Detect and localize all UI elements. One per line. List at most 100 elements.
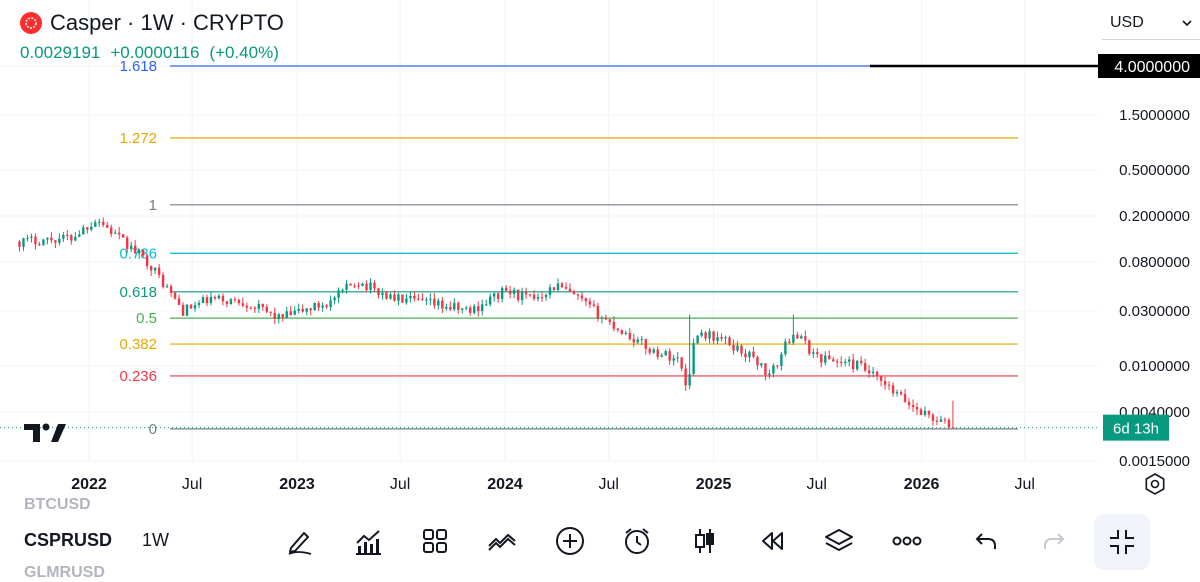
- more-button[interactable]: [887, 521, 927, 561]
- layers-button[interactable]: [819, 521, 859, 561]
- candle-body: [911, 405, 915, 408]
- candle-body: [847, 359, 851, 362]
- symbol-list-next[interactable]: GLMRUSD: [24, 564, 105, 581]
- candle-body: [441, 300, 444, 309]
- candle-body: [249, 307, 253, 309]
- symbol-list-prev[interactable]: BTCUSD: [24, 496, 91, 513]
- redo-icon: [1044, 533, 1065, 549]
- interval-button[interactable]: 1W: [142, 530, 169, 550]
- redo-button[interactable]: [1034, 521, 1074, 561]
- templates-button[interactable]: [415, 521, 455, 561]
- candle-body: [796, 334, 799, 339]
- layers-icon: [825, 529, 853, 551]
- price-quote: 0.0029191 +0.0000116 (+0.40%): [20, 43, 279, 63]
- candle-body: [580, 295, 584, 299]
- symbol-button[interactable]: CSPRUSD: [24, 530, 113, 550]
- candle-body: [405, 298, 408, 303]
- candle-body: [325, 305, 328, 307]
- candle-body: [636, 339, 639, 343]
- candle-body: [875, 371, 879, 377]
- candle-body: [114, 232, 117, 234]
- candle-body: [736, 345, 739, 351]
- fib-level-label: 0.236: [119, 368, 157, 385]
- candle-body: [588, 301, 592, 305]
- candle-body: [899, 392, 903, 395]
- candle-body: [341, 289, 344, 291]
- candle-body: [38, 244, 41, 246]
- alert-button[interactable]: [617, 521, 657, 561]
- candle-body: [30, 236, 33, 238]
- price-chart[interactable]: 1.618 1.272 1 0.786 0.618 0.5 0.382 0.236 0 1.500…: [0, 0, 1200, 502]
- add-button[interactable]: [550, 521, 590, 561]
- candle-body: [660, 355, 663, 357]
- chart-title-bar[interactable]: Casper · 1W · CRYPTO: [20, 10, 284, 36]
- candle-body: [512, 289, 516, 294]
- candle-body: [684, 368, 687, 386]
- candle-body: [457, 302, 460, 310]
- candle-body: [481, 304, 484, 311]
- candle-body: [903, 394, 907, 402]
- candle-body: [836, 361, 839, 363]
- candle-body: [42, 239, 45, 246]
- candle-body: [748, 351, 751, 358]
- candle-body: [253, 307, 257, 309]
- candle-body: [421, 298, 424, 300]
- candle-body: [840, 361, 843, 363]
- candle-body: [50, 237, 53, 241]
- candle-body: [744, 353, 747, 358]
- candle-body: [708, 331, 711, 339]
- candle-body: [772, 365, 775, 374]
- candle-body: [401, 294, 404, 303]
- candle-body: [696, 335, 699, 344]
- candle-body: [349, 283, 352, 286]
- time-axis-label: 2023: [279, 476, 315, 493]
- candle-body: [951, 427, 955, 429]
- candle-body: [281, 314, 284, 318]
- candle-body: [121, 234, 125, 238]
- undo-icon: [975, 533, 996, 549]
- candle-body: [935, 420, 939, 422]
- currency-select[interactable]: USD: [1102, 6, 1200, 40]
- candle-body: [524, 292, 528, 295]
- candle-body: [688, 374, 691, 386]
- candle-body: [417, 298, 420, 300]
- templates-grid-icon: [423, 529, 447, 553]
- fullscreen-button[interactable]: [1094, 514, 1150, 570]
- candle-body: [572, 291, 576, 295]
- settings-icon[interactable]: [1142, 471, 1168, 497]
- candle-body: [409, 295, 412, 299]
- chart-type-button[interactable]: [685, 521, 725, 561]
- candle-body: [333, 297, 336, 301]
- candle-body: [640, 339, 643, 341]
- candle-body: [377, 288, 380, 295]
- candle-body: [740, 345, 743, 354]
- candle-body: [800, 336, 803, 339]
- candle-body: [205, 297, 209, 304]
- candle-body: [309, 308, 312, 311]
- candle-body: [891, 385, 895, 394]
- candle-body: [492, 293, 496, 297]
- candle-body: [616, 328, 620, 330]
- compare-button[interactable]: [482, 521, 522, 561]
- candle-body: [812, 352, 815, 354]
- fib-level-label: 1: [149, 197, 157, 214]
- candle-body: [321, 305, 324, 308]
- candle-body: [844, 361, 847, 363]
- candle-body: [70, 235, 73, 241]
- time-axis-label: 2025: [696, 476, 732, 493]
- candle-body: [129, 245, 133, 250]
- drawing-button[interactable]: [280, 521, 320, 561]
- fib-level-label: 0.786: [119, 245, 157, 262]
- price-tag-bg: [1098, 54, 1200, 78]
- undo-button[interactable]: [966, 521, 1006, 561]
- candle-body: [233, 299, 237, 301]
- replay-button[interactable]: [752, 521, 792, 561]
- candle-body: [887, 384, 891, 386]
- candle-body: [947, 419, 951, 428]
- candle-body: [508, 290, 512, 294]
- candle-body: [225, 301, 229, 305]
- candle-body: [720, 337, 723, 339]
- candle-body: [863, 363, 867, 371]
- candle-body: [381, 292, 384, 295]
- indicators-button[interactable]: [348, 521, 388, 561]
